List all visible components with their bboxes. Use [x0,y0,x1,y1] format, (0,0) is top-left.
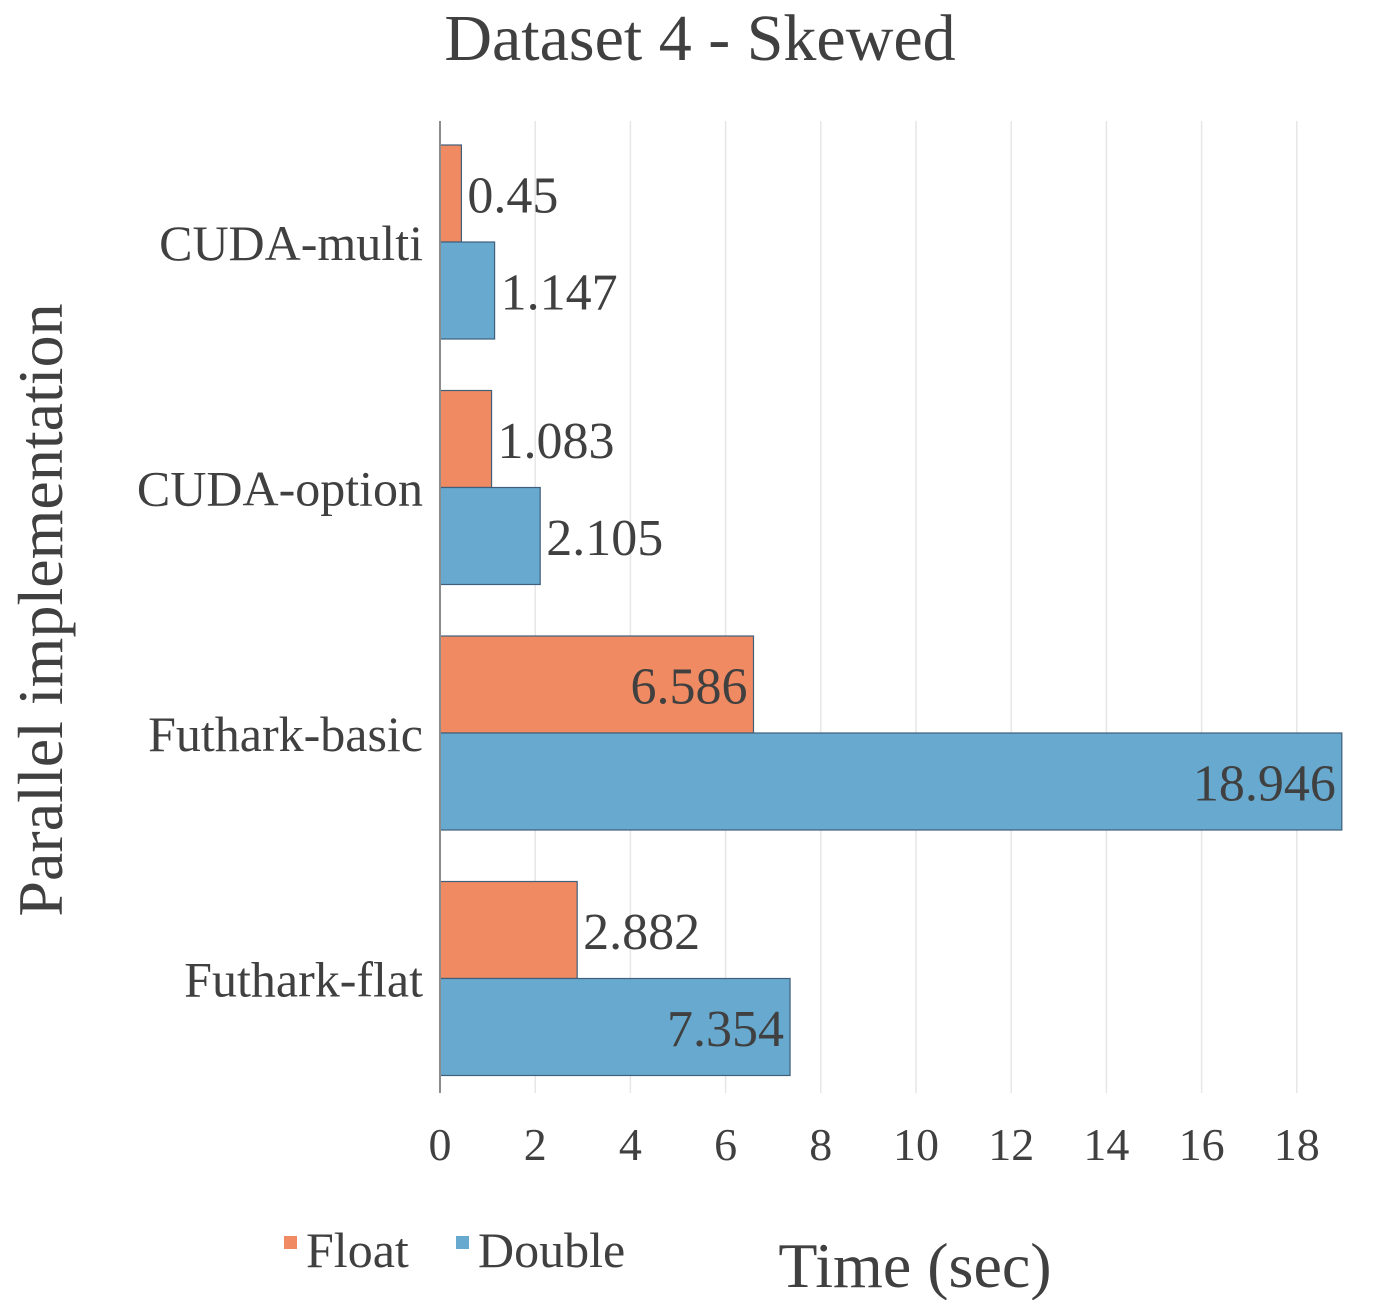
category-label-futhark-flat: Futhark-flat [184,952,423,1008]
bars [439,144,1343,1077]
bar-float-cuda-multi [439,144,463,243]
bar-double-futhark-basic [439,732,1343,831]
category-label-futhark-basic: Futhark-basic [148,706,423,762]
bar-double-futhark-flat [439,977,791,1077]
x-tick-label: 18 [1274,1119,1320,1170]
y-axis-title: Parallel implementation [5,303,76,916]
x-tick-labels: 0 2 4 6 8 10 12 14 16 18 [429,1119,1320,1170]
x-tick-label: 10 [893,1119,939,1170]
gridlines [534,121,1298,1093]
data-label-double-cuda-option: 2.105 [546,510,663,567]
bar-float-futhark-basic [439,635,755,734]
x-axis-title: Time (sec) [778,1230,1051,1300]
category-label-cuda-option: CUDA-option [137,461,423,517]
legend-swatch-float [284,1236,297,1249]
data-label-float-cuda-multi: 0.45 [467,168,558,225]
chart-title: Dataset 4 - Skewed [444,2,955,75]
x-tick-label: 16 [1179,1119,1225,1170]
data-label-double-futhark-flat: 7.354 [667,1001,784,1058]
data-labels: 0.45 1.147 1.083 2.105 6.586 18.946 2.882 7.354 [467,168,1335,1059]
legend-swatch-double [456,1236,469,1249]
bar-float-futhark-flat [439,880,578,980]
legend-label-double: Double [478,1222,625,1278]
data-label-float-futhark-basic: 6.586 [630,659,747,716]
data-label-double-futhark-basic: 18.946 [1193,756,1336,813]
x-tick-label: 12 [988,1119,1034,1170]
bar-double-cuda-multi [439,241,496,340]
category-labels: CUDA-multi CUDA-option Futhark-basic Futhar… [137,215,423,1008]
data-label-double-cuda-multi: 1.147 [501,265,618,322]
legend-label-float: Float [306,1222,409,1278]
x-tick-label: 4 [619,1119,642,1170]
x-tick-label: 6 [714,1119,737,1170]
x-tick-label: 8 [809,1119,832,1170]
category-label-cuda-multi: CUDA-multi [159,215,423,271]
x-tick-label: 2 [524,1119,547,1170]
legend: Float Double [284,1222,625,1278]
bar-float-cuda-option [439,389,493,489]
bar-double-cuda-option [439,486,541,586]
data-label-float-futhark-flat: 2.882 [583,904,700,961]
data-label-float-cuda-option: 1.083 [498,413,615,470]
x-tick-label: 14 [1083,1119,1129,1170]
x-tick-label: 0 [429,1119,452,1170]
